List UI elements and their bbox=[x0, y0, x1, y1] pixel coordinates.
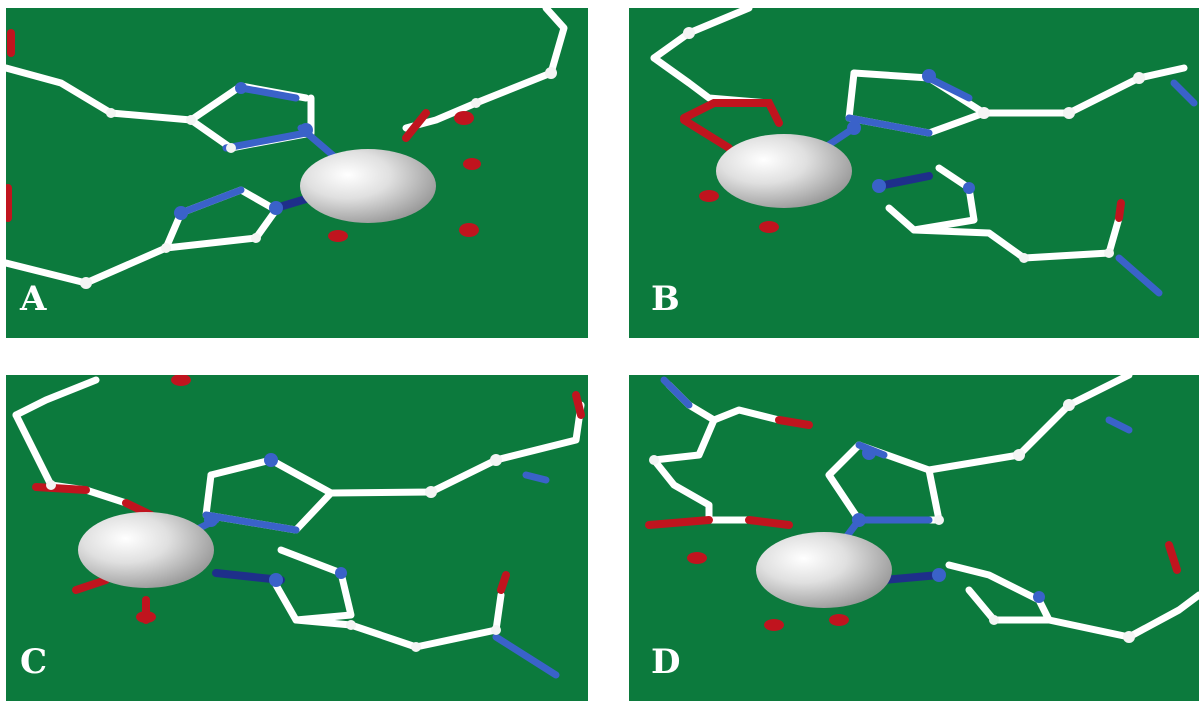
panel-a: A bbox=[6, 8, 588, 338]
panel-label: B bbox=[651, 279, 680, 319]
panel-c: C bbox=[6, 375, 588, 701]
molecule-render-d bbox=[645, 375, 1199, 643]
metal-ion-sphere bbox=[716, 134, 852, 208]
metal-ion-sphere bbox=[300, 149, 436, 223]
panel-label: D bbox=[651, 642, 681, 682]
panel-b: B bbox=[629, 8, 1199, 338]
molecule-render-b bbox=[650, 8, 1198, 297]
metal-ion-sphere bbox=[78, 512, 214, 588]
panel-d: D bbox=[629, 375, 1199, 701]
panel-label: A bbox=[20, 279, 47, 319]
molecule-render-c bbox=[12, 375, 585, 679]
metal-ion-sphere bbox=[756, 532, 892, 608]
molecule-render-a bbox=[6, 8, 568, 289]
panel-label: C bbox=[20, 642, 48, 682]
